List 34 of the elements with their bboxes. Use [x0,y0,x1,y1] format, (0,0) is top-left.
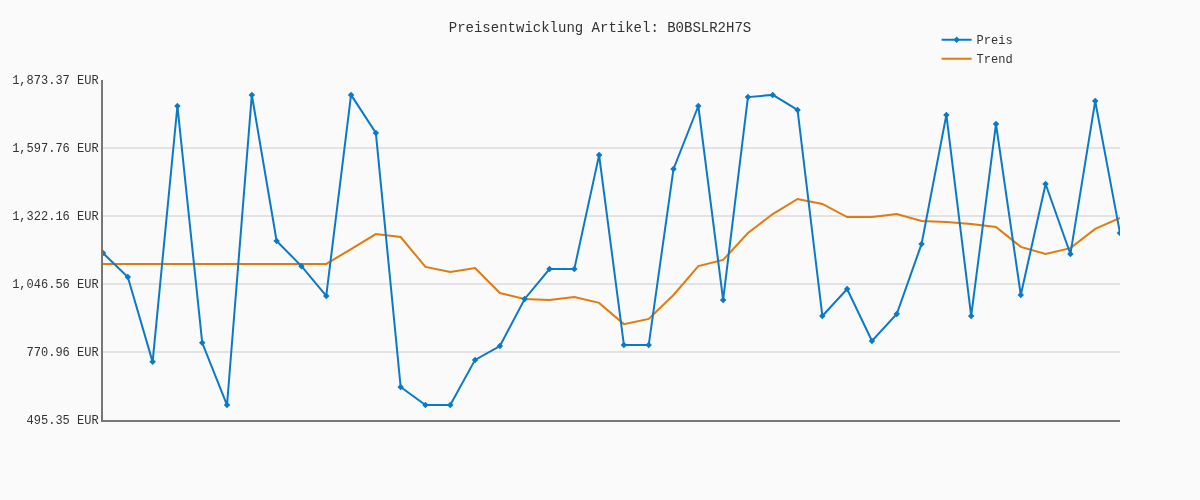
point [149,358,156,366]
point [322,292,330,300]
point [645,341,652,349]
point [1017,291,1025,299]
line-series [103,198,1120,326]
legend-label: Trend [976,53,1013,68]
point [372,129,380,137]
point [893,310,901,318]
point [868,337,876,345]
point [124,273,132,281]
y-tick-label: 495.35 EUR [26,414,99,429]
point [496,342,504,350]
point [471,356,479,364]
y-tick-label: 1,597.76 EUR [12,142,99,157]
point [967,312,975,320]
y-tick-label: 1,046.56 EUR [12,278,99,293]
point [843,285,851,293]
line-series [103,91,1120,409]
point [719,296,727,304]
point [943,111,950,119]
y-tick-label: 1,322.16 EUR [12,210,99,225]
y-tick-label: 770.96 EUR [26,346,99,361]
point [571,265,578,273]
point [223,401,231,409]
point [198,339,206,347]
point [447,401,454,409]
point [595,151,603,159]
point [1091,97,1099,105]
chart-title: Preisentwicklung Artikel: B0BSLR2H7S [448,20,752,37]
y-tick-label: 1,873.37 EUR [12,74,99,89]
point [744,93,752,101]
point [248,91,256,99]
legend-label: Preis [976,34,1013,49]
point [769,91,776,99]
